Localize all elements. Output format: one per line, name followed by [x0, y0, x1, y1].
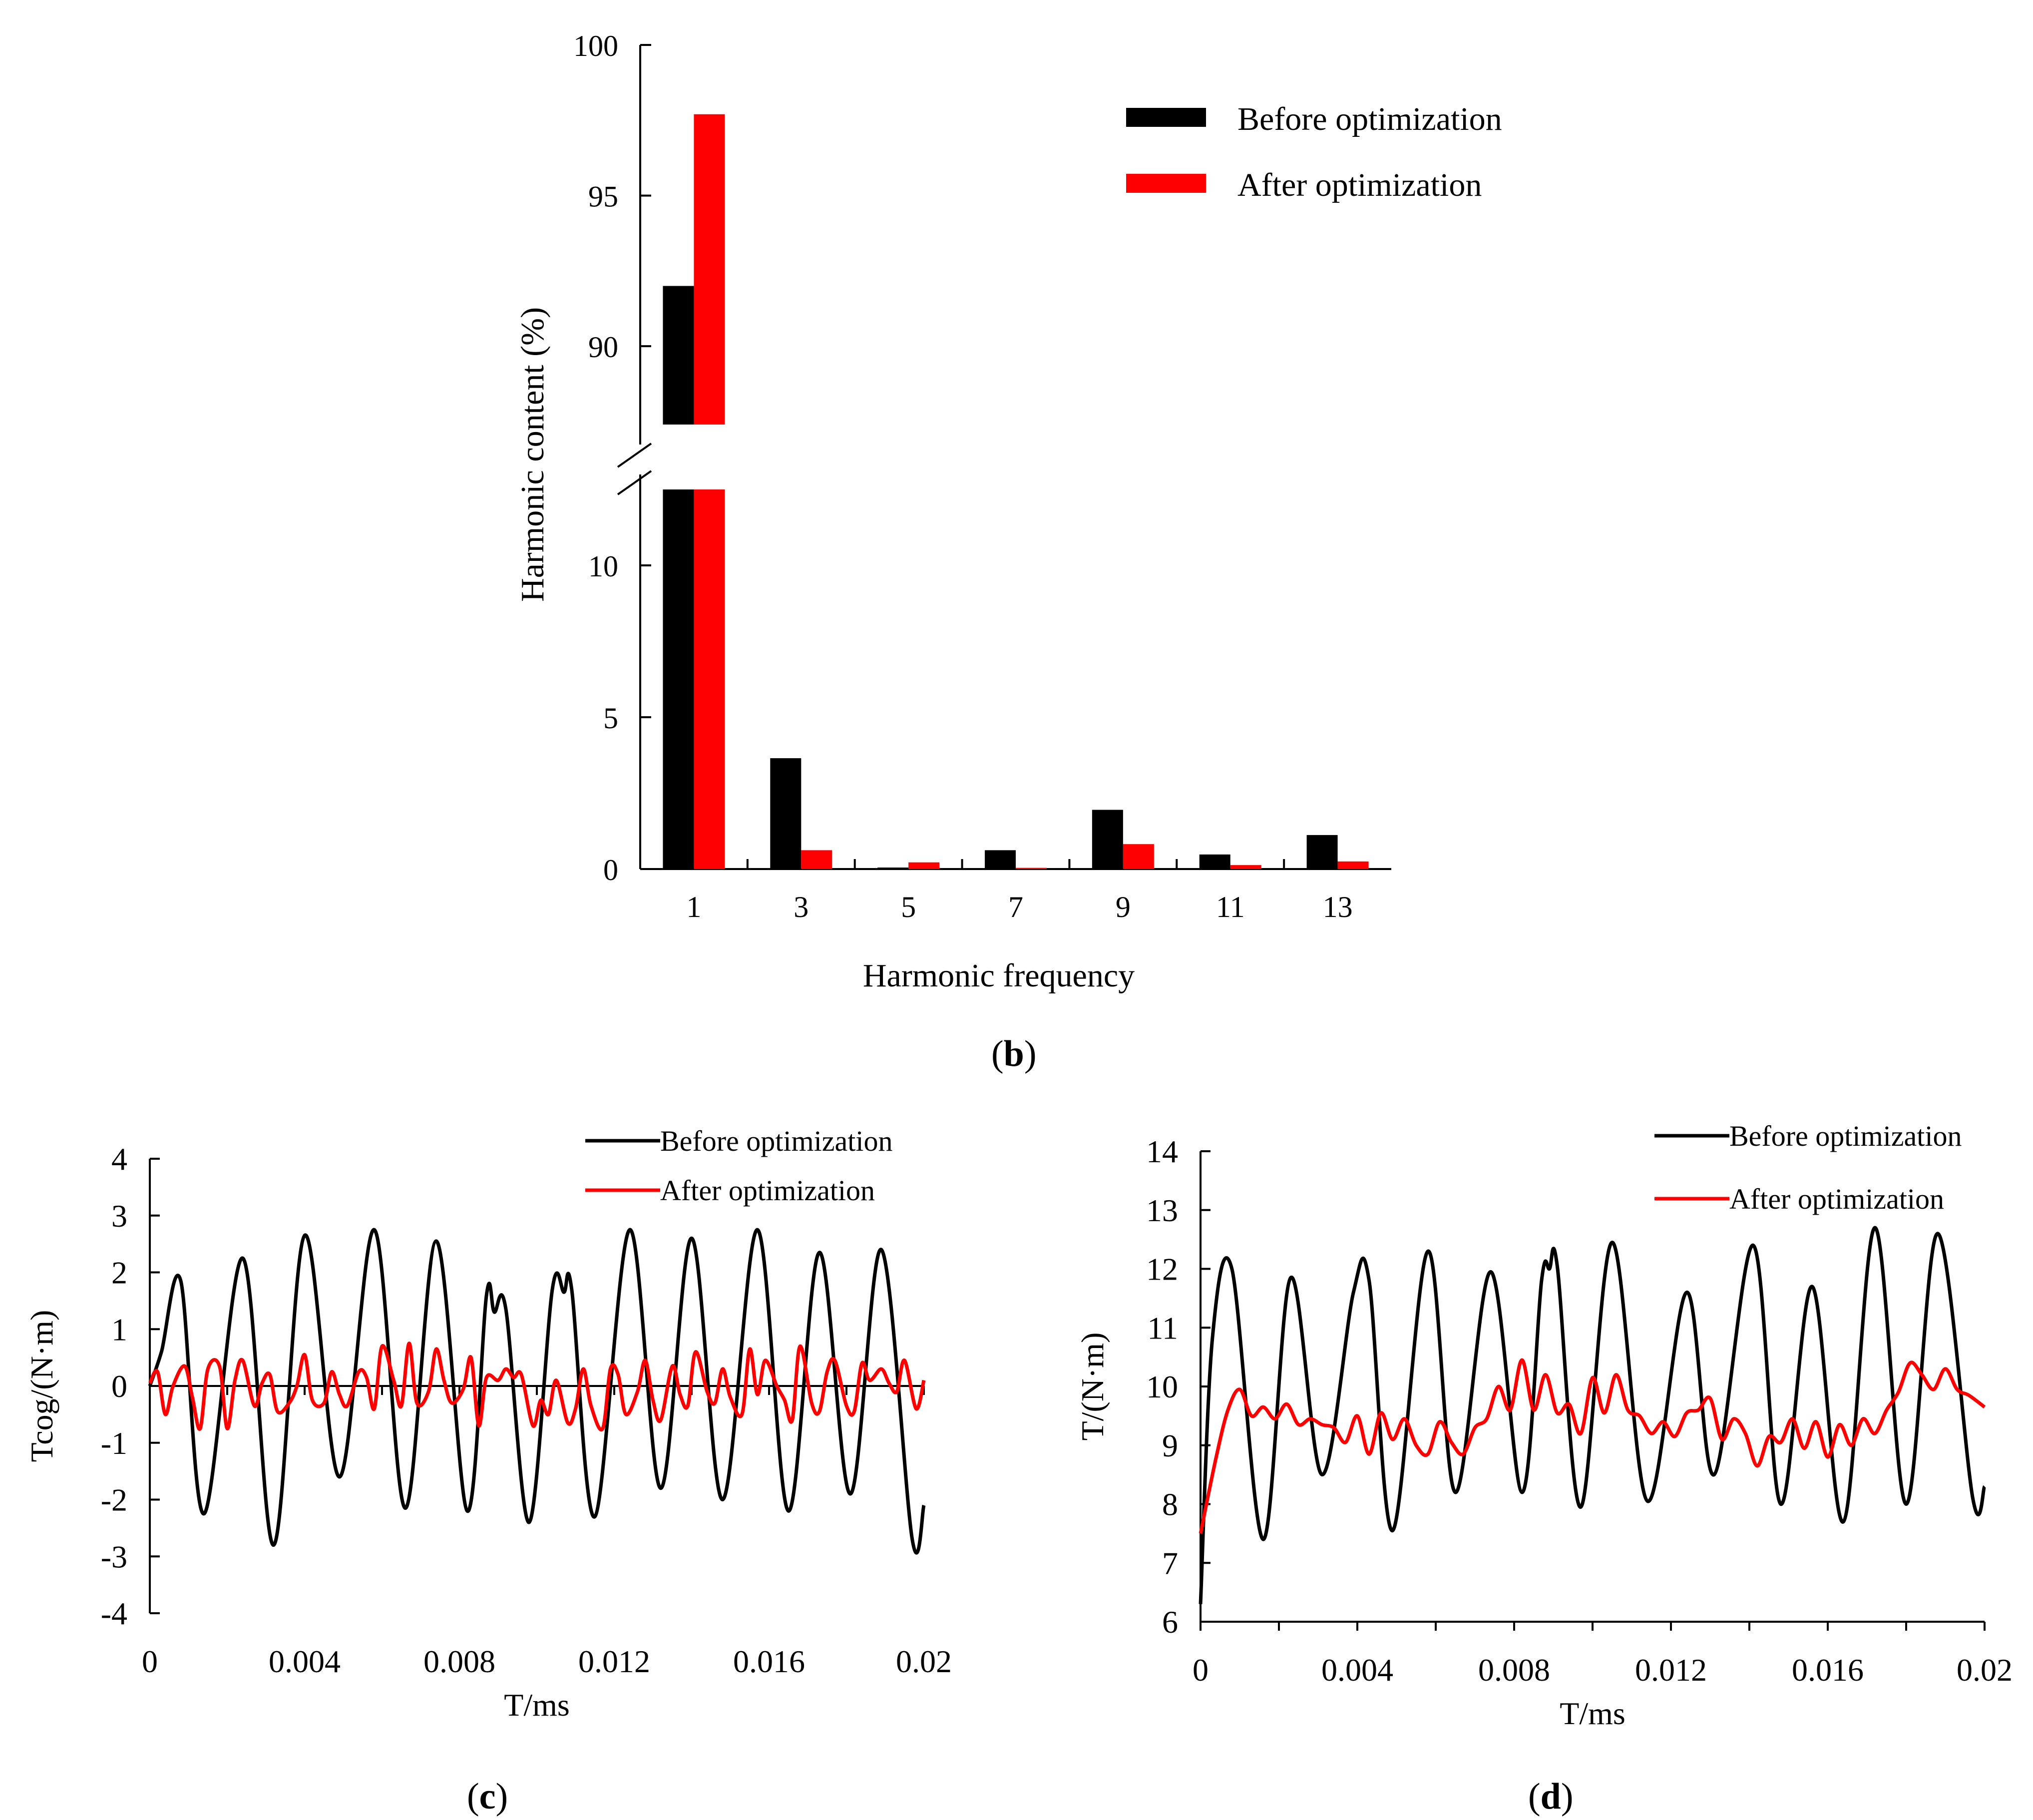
b-bar — [985, 850, 1016, 869]
d-y-axis-label: T/(N·m) — [1075, 1333, 1110, 1441]
c-series-line-before — [148, 1228, 926, 1555]
b-bar-lower-segment — [694, 489, 725, 869]
c-y-tick-label: -3 — [101, 1539, 127, 1574]
c-x-tick-label: 0.004 — [269, 1644, 341, 1679]
d-y-tick-label: 9 — [1162, 1428, 1178, 1463]
caption-d-letter: d — [1540, 1776, 1561, 1817]
caption-c-letter: c — [479, 1776, 496, 1817]
c-legend-label: After optimization — [660, 1174, 875, 1207]
b-x-tick-label: 1 — [686, 891, 701, 923]
b-legend-label: After optimization — [1237, 167, 1482, 203]
b-bar — [1337, 861, 1369, 869]
d-x-tick-label: 0.004 — [1321, 1652, 1393, 1688]
caption-d: (d) — [1528, 1776, 1574, 1817]
chart-c-cogging-torque: -4 -3 -2 -1 0 1 2 3 4 0 0.004 0.008 0.012 0.016 0.02 T/… — [24, 1125, 952, 1723]
chart-d-output-torque: 6 7 8 9 10 11 12 13 14 0 0.004 0.008 0.012 0.016 0.02 T… — [1075, 1120, 2013, 1731]
b-y-tick-label-upper: 90 — [588, 331, 618, 364]
b-axis-break-mark-1 — [617, 443, 652, 468]
b-y-tick-label-lower: 0 — [603, 854, 618, 887]
c-legend-label: Before optimization — [660, 1125, 892, 1157]
c-x-tick-label: 0 — [142, 1644, 158, 1679]
d-series-line-before — [1199, 1226, 1987, 1604]
d-y-tick-label: 8 — [1162, 1487, 1178, 1522]
c-x-tick-label: 0.008 — [423, 1644, 495, 1679]
b-bar-upper-segment — [663, 286, 694, 425]
c-y-tick-label: 3 — [111, 1198, 127, 1234]
b-x-tick-label: 5 — [901, 891, 916, 923]
d-x-tick-label: 0.02 — [1957, 1652, 2013, 1688]
b-bar — [770, 758, 802, 869]
d-x-tick-label: 0.008 — [1478, 1652, 1550, 1688]
b-legend-label: Before optimization — [1237, 101, 1502, 137]
c-x-tick-label: 0.016 — [733, 1644, 805, 1679]
b-bar — [1092, 810, 1123, 869]
b-y-tick-label-lower: 5 — [603, 702, 618, 735]
c-y-tick-label: -1 — [101, 1425, 127, 1461]
b-bar — [908, 862, 940, 869]
c-x-tick-label: 0.02 — [896, 1644, 952, 1679]
d-y-tick-label: 12 — [1146, 1252, 1178, 1287]
d-legend-label: After optimization — [1729, 1183, 1944, 1215]
b-bar-lower-segment — [663, 489, 694, 869]
caption-c: (c) — [467, 1776, 508, 1817]
b-y-axis-label: Harmonic content (%) — [514, 307, 551, 602]
d-x-tick-label: 0.016 — [1792, 1652, 1864, 1688]
b-y-tick-label-lower: 10 — [588, 550, 618, 583]
b-bar — [1016, 868, 1047, 869]
d-x-tick-label: 0 — [1193, 1652, 1209, 1688]
c-y-tick-label: 2 — [111, 1255, 127, 1291]
b-x-axis-label: Harmonic frequency — [863, 957, 1135, 994]
b-bar — [801, 850, 832, 869]
d-y-tick-label: 10 — [1146, 1369, 1178, 1404]
c-y-axis-label: Tcog/(N·m) — [24, 1310, 59, 1462]
d-series-line-after — [1199, 1358, 1986, 1534]
b-x-tick-label: 7 — [1008, 891, 1023, 923]
c-x-axis-label: T/ms — [504, 1687, 570, 1723]
b-legend-swatch — [1126, 108, 1206, 127]
b-x-tick-label: 13 — [1323, 891, 1353, 923]
d-x-axis-label: T/ms — [1560, 1696, 1626, 1731]
b-bar-upper-segment — [694, 114, 725, 425]
d-y-tick-label: 14 — [1146, 1134, 1178, 1169]
caption-b-letter: b — [1003, 1033, 1024, 1074]
b-legend-swatch — [1126, 174, 1206, 193]
c-y-tick-label: -4 — [101, 1596, 127, 1631]
caption-b: (b) — [991, 1033, 1037, 1074]
c-y-tick-label: 4 — [111, 1141, 127, 1177]
b-x-tick-label: 3 — [794, 891, 809, 923]
b-bar — [1199, 854, 1230, 869]
c-y-tick-label: 1 — [111, 1312, 127, 1347]
b-bar — [877, 867, 909, 869]
b-axis-break-mark-2 — [617, 470, 652, 495]
c-x-tick-label: 0.012 — [578, 1644, 650, 1679]
c-y-tick-label: -2 — [101, 1482, 127, 1518]
b-bar — [1230, 865, 1261, 869]
d-legend-label: Before optimization — [1729, 1120, 1962, 1152]
d-y-tick-label: 7 — [1162, 1545, 1178, 1581]
d-y-tick-label: 6 — [1162, 1604, 1178, 1640]
b-bar — [1306, 835, 1338, 869]
d-x-tick-label: 0.012 — [1635, 1652, 1707, 1688]
b-x-tick-label: 11 — [1216, 891, 1245, 923]
b-bar — [1123, 844, 1154, 869]
b-y-tick-label-upper: 100 — [573, 29, 618, 62]
d-y-tick-label: 13 — [1146, 1193, 1178, 1228]
b-x-tick-label: 9 — [1116, 891, 1131, 923]
c-series-line-after — [148, 1342, 926, 1432]
b-y-tick-label-upper: 95 — [588, 180, 618, 213]
c-y-tick-label: 0 — [111, 1368, 127, 1404]
d-y-tick-label: 11 — [1147, 1310, 1178, 1346]
